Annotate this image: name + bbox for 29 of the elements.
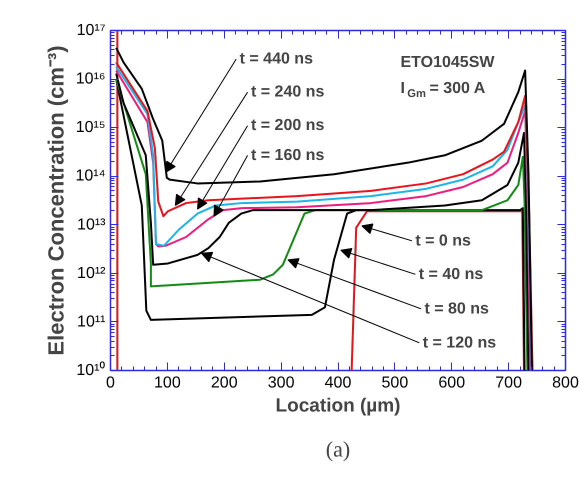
annotation: t = 40 ns <box>418 266 484 283</box>
x-tick-label: 600 <box>438 374 466 392</box>
annotation: t = 0 ns <box>415 232 472 250</box>
x-tick-label: 700 <box>495 374 522 392</box>
y-tick-label: 10¹⁵ <box>76 119 106 136</box>
y-tick-label: 10¹² <box>77 264 106 282</box>
annotation: t = 120 ns <box>422 334 496 352</box>
annotation: t = 200 ns <box>250 117 324 134</box>
annotation: t = 240 ns <box>250 84 324 101</box>
annotation: ETO1045SW <box>400 54 496 71</box>
y-tick-label: 10¹³ <box>77 216 106 234</box>
annotation: t = 160 ns <box>250 146 324 164</box>
y-tick-label: 10¹⁷ <box>76 22 106 39</box>
y-tick-label: 10¹⁰ <box>76 361 106 379</box>
x-tick-label: 0 <box>106 374 116 392</box>
y-tick-label: 10¹⁶ <box>76 70 106 88</box>
x-tick-label: 300 <box>268 374 295 392</box>
x-tick-label: 400 <box>324 374 352 392</box>
text: (a) <box>326 436 350 462</box>
x-tick-label: 200 <box>210 374 238 392</box>
x-axis-title: Location (µm) <box>276 396 400 416</box>
annotation: t = 80 ns <box>424 300 490 318</box>
x-tick-label: 800 <box>552 374 579 392</box>
y-tick-label: 10¹¹ <box>77 313 106 330</box>
y-tick-label: 10¹⁴ <box>76 168 106 185</box>
x-tick-label: 100 <box>154 374 181 392</box>
x-tick-label: 500 <box>382 374 408 392</box>
y-axis-title: Electron Concentration (cm⁻³) <box>44 45 68 356</box>
annotation: t = 440 ns <box>240 50 314 68</box>
